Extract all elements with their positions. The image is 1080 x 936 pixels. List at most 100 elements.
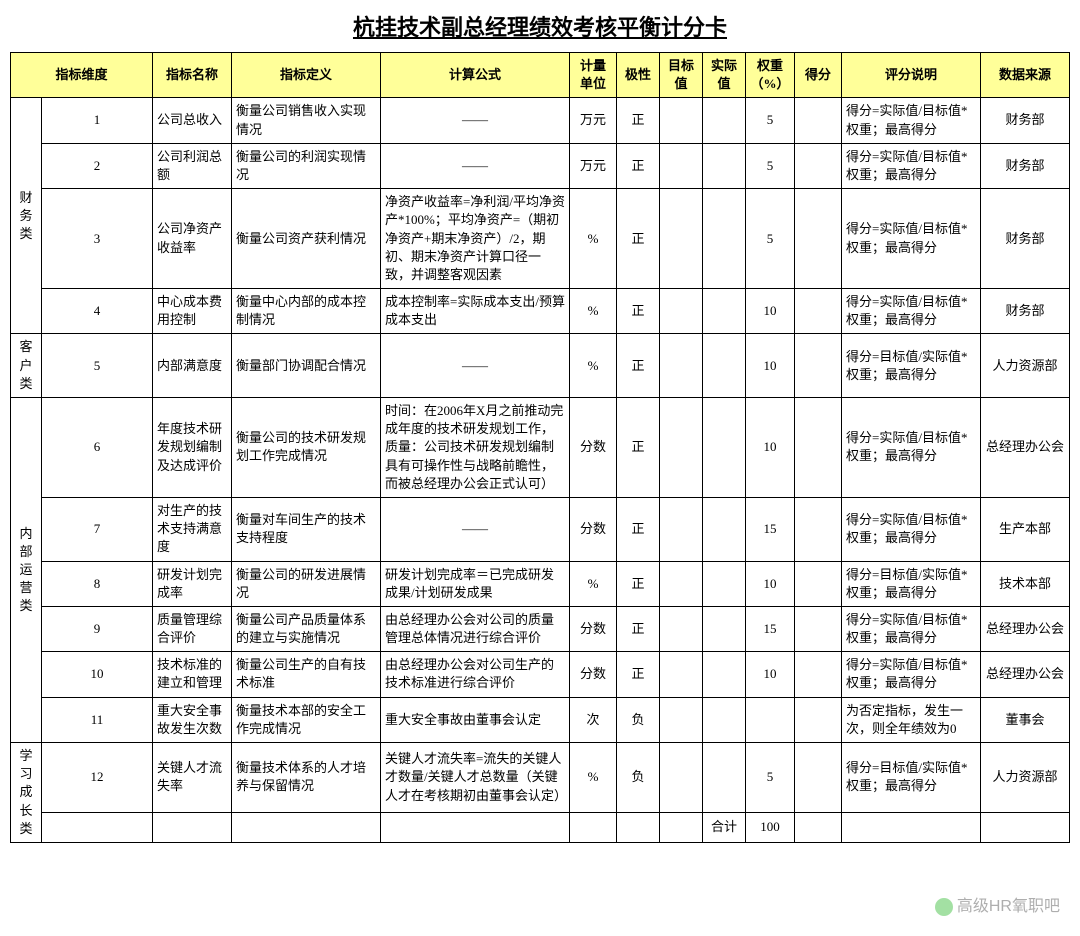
- row-desc: 得分=目标值/实际值*权重；最高得分: [842, 334, 981, 398]
- th-unit: 计量单位: [570, 53, 617, 98]
- row-act: [703, 398, 746, 498]
- table-row: 7 对生产的技术支持满意度 衡量对车间生产的技术支持程度 —— 分数 正 15 …: [11, 497, 1070, 561]
- th-source: 数据来源: [981, 53, 1070, 98]
- row-tgt: [660, 652, 703, 697]
- row-def: 衡量公司产品质量体系的建立与实施情况: [232, 606, 381, 651]
- row-tgt: [660, 398, 703, 498]
- row-pol: 负: [617, 697, 660, 742]
- row-num: 6: [42, 398, 153, 498]
- row-act: [703, 652, 746, 697]
- row-act: [703, 189, 746, 289]
- row-tgt: [660, 497, 703, 561]
- row-name: 年度技术研发规划编制及达成评价: [153, 398, 232, 498]
- table-row: 学习成长类 12 关键人才流失率 衡量技术体系的人才培养与保留情况 关键人才流失…: [11, 743, 1070, 813]
- row-unit: %: [570, 561, 617, 606]
- row-def: 衡量公司生产的自有技术标准: [232, 652, 381, 697]
- row-act: [703, 743, 746, 813]
- row-def: 衡量公司的技术研发规划工作完成情况: [232, 398, 381, 498]
- row-formula: 重大安全事故由董事会认定: [381, 697, 570, 742]
- row-pol: 负: [617, 743, 660, 813]
- th-target: 目标值: [660, 53, 703, 98]
- row-pol: 正: [617, 652, 660, 697]
- row-src: 财务部: [981, 289, 1070, 334]
- row-num: 11: [42, 697, 153, 742]
- row-name: 质量管理综合评价: [153, 606, 232, 651]
- row-unit: %: [570, 334, 617, 398]
- row-def: 衡量公司的利润实现情况: [232, 143, 381, 188]
- row-act: [703, 143, 746, 188]
- dim-learn: 学习成长类: [11, 743, 42, 843]
- row-def: 衡量公司资产获利情况: [232, 189, 381, 289]
- table-row: 客户类 5 内部满意度 衡量部门协调配合情况 —— % 正 10 得分=目标值/…: [11, 334, 1070, 398]
- row-wt: 5: [746, 189, 795, 289]
- row-pol: 正: [617, 143, 660, 188]
- row-score: [795, 652, 842, 697]
- row-desc: 得分=实际值/目标值*权重；最高得分: [842, 98, 981, 143]
- row-src: 董事会: [981, 697, 1070, 742]
- row-tgt: [660, 189, 703, 289]
- row-wt: 10: [746, 289, 795, 334]
- th-formula: 计算公式: [381, 53, 570, 98]
- row-unit: %: [570, 743, 617, 813]
- table-row: 2 公司利润总额 衡量公司的利润实现情况 —— 万元 正 5 得分=实际值/目标…: [11, 143, 1070, 188]
- row-unit: 分数: [570, 497, 617, 561]
- row-unit: %: [570, 189, 617, 289]
- row-wt: 5: [746, 143, 795, 188]
- row-pol: 正: [617, 398, 660, 498]
- row-num: 7: [42, 497, 153, 561]
- row-num: 8: [42, 561, 153, 606]
- row-act: [703, 697, 746, 742]
- row-desc: 得分=实际值/目标值*权重；最高得分: [842, 497, 981, 561]
- th-name: 指标名称: [153, 53, 232, 98]
- watermark-text: 高级HR氧职吧: [957, 898, 1060, 915]
- row-src: 财务部: [981, 189, 1070, 289]
- row-tgt: [660, 743, 703, 813]
- row-num: 5: [42, 334, 153, 398]
- row-unit: 分数: [570, 398, 617, 498]
- row-act: [703, 289, 746, 334]
- row-score: [795, 289, 842, 334]
- row-def: 衡量部门协调配合情况: [232, 334, 381, 398]
- row-tgt: [660, 289, 703, 334]
- row-desc: 得分=目标值/实际值*权重；最高得分: [842, 561, 981, 606]
- row-wt: 5: [746, 98, 795, 143]
- row-num: 1: [42, 98, 153, 143]
- th-dimension: 指标维度: [11, 53, 153, 98]
- row-tgt: [660, 98, 703, 143]
- row-name: 公司净资产收益率: [153, 189, 232, 289]
- row-src: 财务部: [981, 143, 1070, 188]
- row-desc: 得分=实际值/目标值*权重；最高得分: [842, 652, 981, 697]
- th-score: 得分: [795, 53, 842, 98]
- th-actual: 实际值: [703, 53, 746, 98]
- row-wt: 15: [746, 497, 795, 561]
- row-unit: 万元: [570, 98, 617, 143]
- row-desc: 得分=实际值/目标值*权重；最高得分: [842, 189, 981, 289]
- scorecard-table: 指标维度 指标名称 指标定义 计算公式 计量单位 极性 目标值 实际值 权重（%…: [10, 52, 1070, 843]
- row-desc: 得分=实际值/目标值*权重；最高得分: [842, 289, 981, 334]
- row-formula: ——: [381, 497, 570, 561]
- row-unit: %: [570, 289, 617, 334]
- table-row: 9 质量管理综合评价 衡量公司产品质量体系的建立与实施情况 由总经理办公会对公司…: [11, 606, 1070, 651]
- row-name: 重大安全事故发生次数: [153, 697, 232, 742]
- row-def: 衡量公司的研发进展情况: [232, 561, 381, 606]
- row-unit: 分数: [570, 652, 617, 697]
- row-formula: 由总经理办公会对公司的质量管理总体情况进行综合评价: [381, 606, 570, 651]
- row-act: [703, 606, 746, 651]
- row-formula: 时间：在2006年X月之前推动完成年度的技术研发规划工作，质量：公司技术研发规划…: [381, 398, 570, 498]
- row-src: 生产本部: [981, 497, 1070, 561]
- row-wt: 10: [746, 561, 795, 606]
- total-label: 合计: [703, 812, 746, 842]
- row-tgt: [660, 143, 703, 188]
- row-def: 衡量对车间生产的技术支持程度: [232, 497, 381, 561]
- row-name: 关键人才流失率: [153, 743, 232, 813]
- table-row: 4 中心成本费用控制 衡量中心内部的成本控制情况 成本控制率=实际成本支出/预算…: [11, 289, 1070, 334]
- row-score: [795, 143, 842, 188]
- dim-finance: 财务类: [11, 98, 42, 334]
- row-formula: 由总经理办公会对公司生产的技术标准进行综合评价: [381, 652, 570, 697]
- row-tgt: [660, 606, 703, 651]
- row-num: 10: [42, 652, 153, 697]
- th-weight: 权重（%）: [746, 53, 795, 98]
- row-score: [795, 743, 842, 813]
- row-name: 技术标准的建立和管理: [153, 652, 232, 697]
- row-desc: 为否定指标，发生一次，则全年绩效为0: [842, 697, 981, 742]
